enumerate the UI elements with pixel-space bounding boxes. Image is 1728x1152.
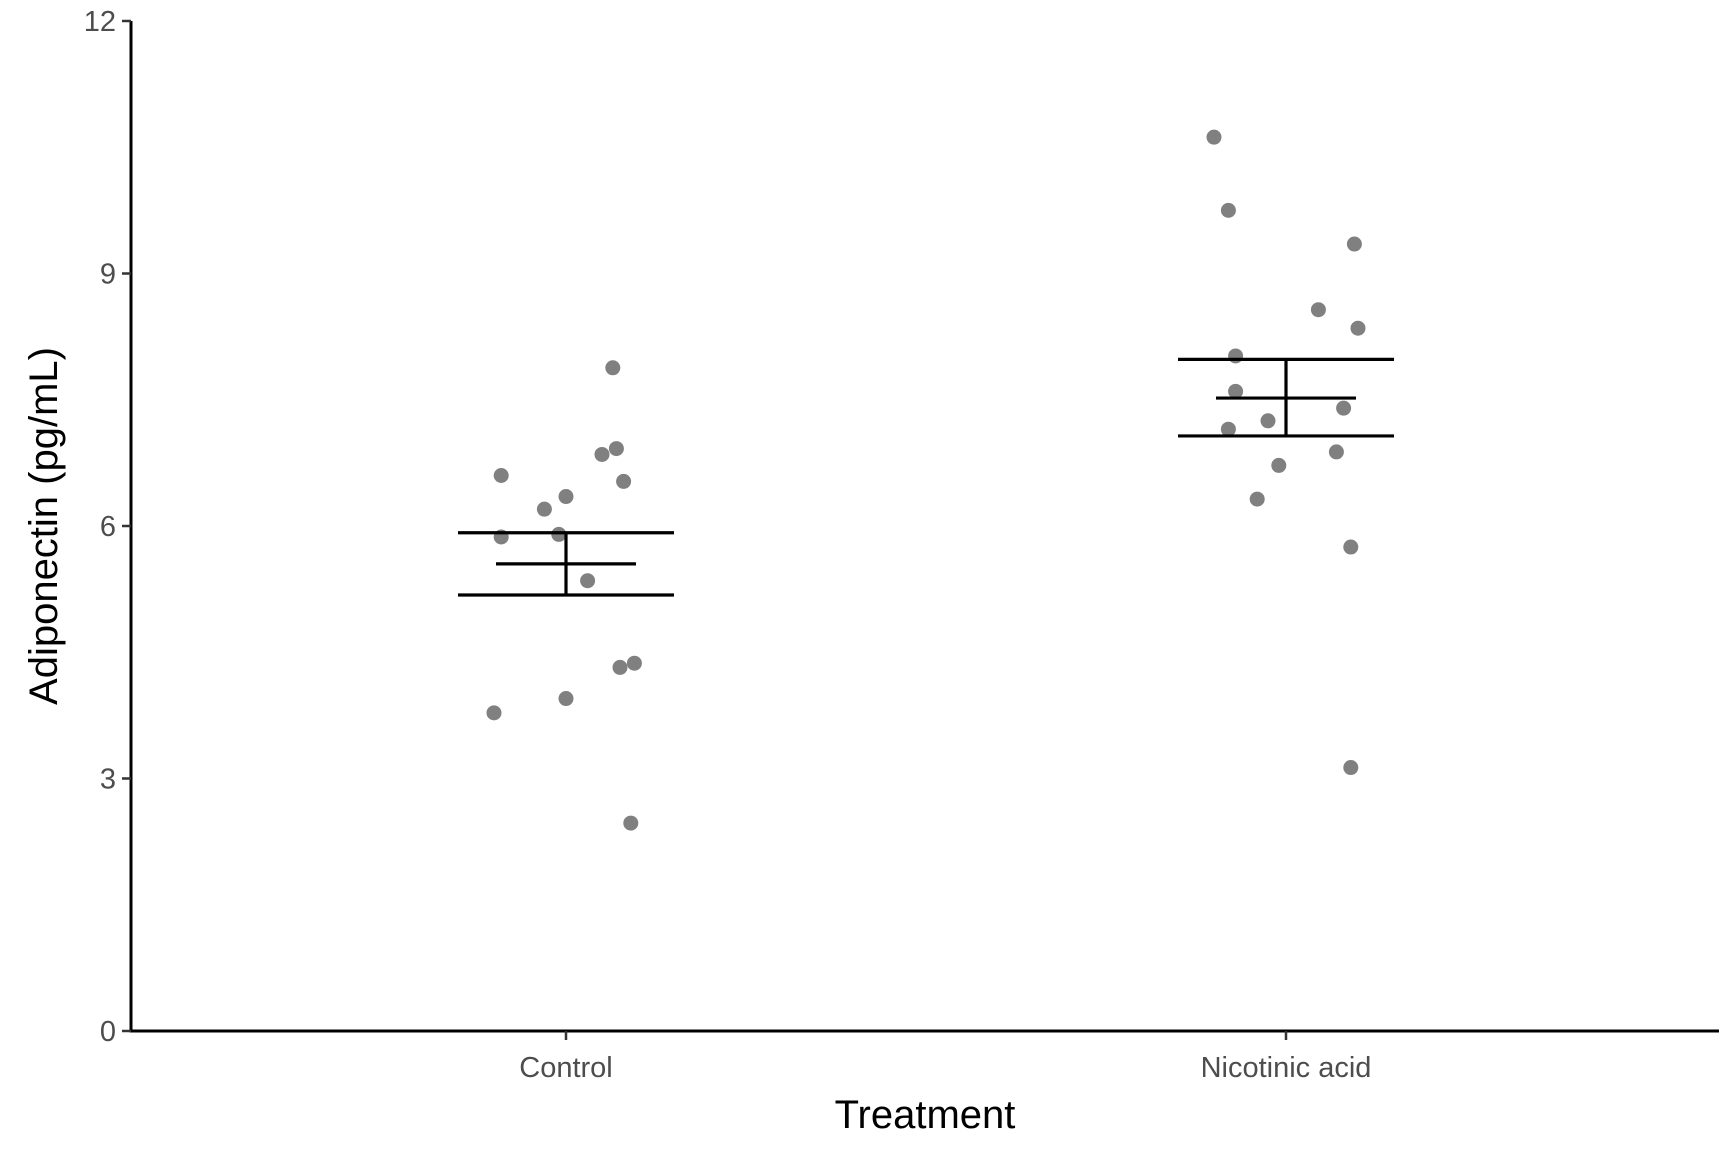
y-tick-label: 0 <box>100 1016 116 1048</box>
x-axis-title: Treatment <box>835 1093 1016 1137</box>
data-point <box>558 691 574 707</box>
data-point <box>551 526 567 542</box>
data-point <box>1220 421 1236 437</box>
x-tick-label: Nicotinic acid <box>1201 1052 1372 1084</box>
data-point <box>1346 236 1362 252</box>
data-point <box>1336 400 1352 416</box>
y-axis-ticks: 0 3 6 9 12 <box>84 6 131 1048</box>
data-point <box>1343 760 1359 776</box>
data-point <box>623 815 639 831</box>
data-point <box>1343 539 1359 555</box>
y-tick-label: 3 <box>100 764 116 796</box>
data-point <box>626 655 642 671</box>
data-point <box>1206 129 1222 145</box>
data-point <box>558 489 574 505</box>
data-points <box>486 129 1366 831</box>
data-point <box>1271 457 1287 473</box>
data-point <box>1350 320 1366 336</box>
y-tick-label: 6 <box>100 511 116 543</box>
data-point <box>580 573 596 589</box>
data-point <box>1220 202 1236 218</box>
x-tick-label: Control <box>519 1052 613 1084</box>
x-axis-ticks: Control Nicotinic acid <box>519 1031 1371 1084</box>
error-bars <box>458 357 1394 597</box>
data-point <box>1228 383 1244 399</box>
data-point <box>1228 348 1244 364</box>
data-point <box>612 659 628 675</box>
data-point <box>608 441 624 457</box>
data-point <box>536 501 552 517</box>
y-axis-title: Adiponectin (pg/mL) <box>22 347 66 705</box>
data-point <box>493 468 509 483</box>
data-point <box>605 360 621 376</box>
data-point <box>1249 491 1265 507</box>
data-point <box>486 705 502 721</box>
data-point <box>1328 444 1344 460</box>
data-point <box>616 473 632 489</box>
data-point <box>1260 413 1276 429</box>
y-tick-label: 12 <box>84 6 116 38</box>
data-point <box>594 446 610 462</box>
data-point <box>1310 302 1326 318</box>
y-tick-label: 9 <box>100 259 116 291</box>
